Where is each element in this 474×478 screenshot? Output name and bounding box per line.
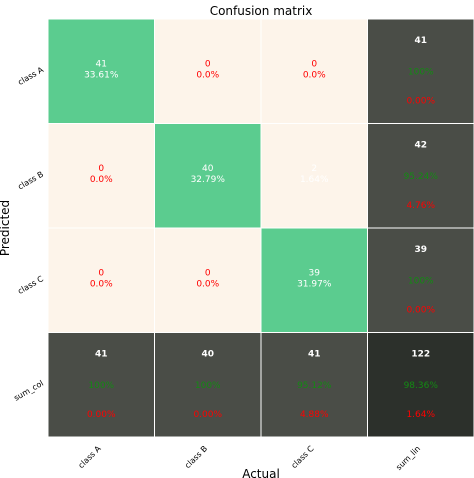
cell-count-label: 40 [202,164,214,174]
x-tick-label: class C [290,444,316,470]
summary-correct-label: 100% [88,381,114,391]
summary-error-label: 1.64% [406,410,435,420]
cell-percent-label: 0.0% [303,70,326,80]
summary-error-label: 0.00% [193,410,222,420]
chart-title: Confusion matrix [210,4,313,18]
matrix-cell [367,123,474,229]
summary-error-label: 4.76% [406,201,435,211]
summary-correct-label: 95.24% [404,172,439,182]
cell-percent-label: 31.97% [297,279,332,289]
cell-count-label: 0 [205,268,211,278]
cell-count-label: 41 [96,59,107,69]
matrix-cell [154,18,262,124]
summary-total-label: 42 [414,141,427,151]
cell-percent-label: 33.61% [84,70,119,80]
matrix-cell [367,227,474,333]
matrix-cell [260,123,368,229]
x-tick-label: class B [183,444,209,470]
y-tick-label: class C [16,274,45,296]
summary-total-label: 39 [414,245,427,255]
matrix-cell [367,18,474,124]
summary-total-label: 41 [308,350,321,360]
matrix-cell [47,227,155,333]
cell-percent-label: 32.79% [191,175,226,185]
cell-percent-label: 0.0% [196,70,219,80]
summary-total-label: 40 [201,350,214,360]
summary-total-label: 122 [411,350,430,360]
summary-total-label: 41 [414,36,427,46]
y-tick-label: sum_col [12,379,45,403]
x-tick-label: class A [77,444,103,470]
matrix-cell [154,227,262,333]
cell-count-label: 2 [311,164,317,174]
matrix-cell [260,18,368,124]
summary-correct-label: 100% [195,381,221,391]
summary-correct-label: 98.36% [404,381,439,391]
cell-count-label: 0 [311,59,317,69]
cell-percent-label: 0.0% [90,279,113,289]
summary-error-label: 4.88% [300,410,329,420]
cell-percent-label: 1.64% [300,175,329,185]
y-tick-label: class A [16,65,45,87]
summary-error-label: 0.00% [406,306,435,316]
y-axis-label: Predicted [0,200,12,256]
cell-count-label: 0 [98,164,104,174]
cell-count-label: 0 [205,59,211,69]
summary-correct-label: 100% [408,276,434,286]
matrix-cell [154,332,262,438]
matrix-cell [260,332,368,438]
matrix-cell [47,123,155,229]
summary-total-label: 41 [95,350,108,360]
summary-correct-label: 95.12% [297,381,332,391]
summary-correct-label: 100% [408,67,434,77]
matrix-cell [154,123,262,229]
cell-count-label: 39 [309,268,321,278]
cell-percent-label: 0.0% [90,175,113,185]
matrix-cell [47,332,155,438]
cell-percent-label: 0.0% [196,279,219,289]
summary-error-label: 0.00% [406,97,435,107]
matrix-cell [367,332,474,438]
summary-error-label: 0.00% [87,410,116,420]
cell-count-label: 0 [98,268,104,278]
x-axis-label: Actual [242,467,280,478]
matrix-cell [47,18,155,124]
x-tick-label: sum_lin [394,444,422,472]
y-tick-label: class B [16,170,45,192]
